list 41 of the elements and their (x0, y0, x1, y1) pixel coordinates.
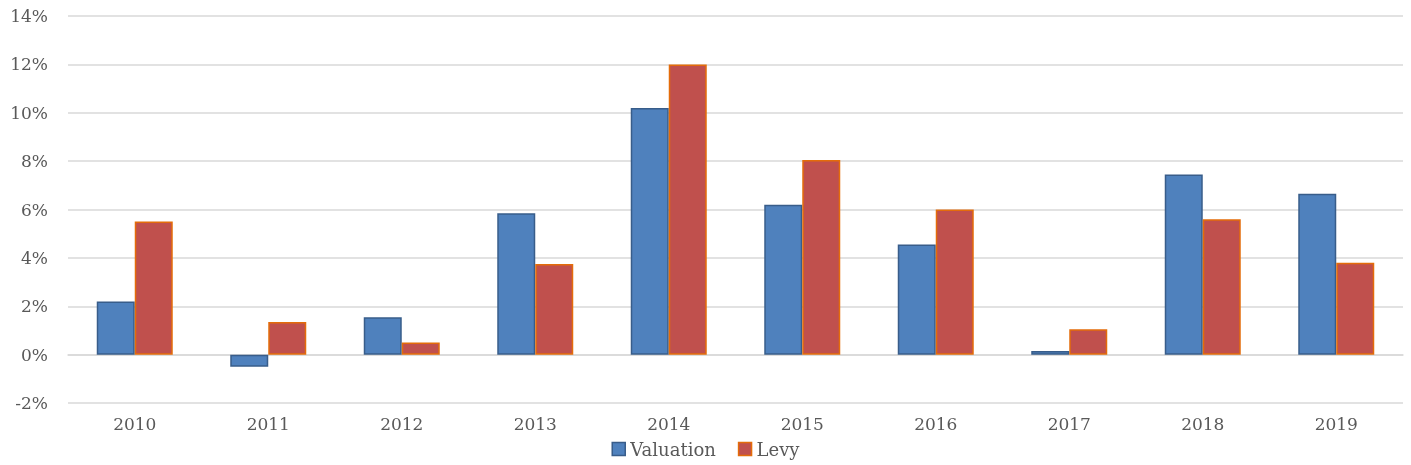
y-tick-label: -2% (15, 393, 48, 413)
bar (134, 221, 173, 355)
x-tick-label: 2014 (647, 413, 691, 434)
y-tick-label: 0% (21, 344, 48, 365)
bar (230, 354, 269, 367)
bar (401, 342, 440, 355)
bar (1069, 329, 1108, 355)
x-tick-label: 2018 (1181, 413, 1225, 434)
x-tick-label: 2019 (1314, 413, 1358, 434)
bar (96, 301, 135, 355)
y-tick-label: 6% (21, 199, 48, 220)
bar (935, 209, 974, 355)
bar (897, 244, 936, 355)
x-tick-label: 2015 (780, 413, 824, 434)
y-tick-label: 10% (10, 102, 48, 123)
x-tick-label: 2017 (1047, 413, 1091, 434)
bar (497, 213, 536, 355)
x-tick-label: 2013 (513, 413, 557, 434)
x-tick-label: 2010 (113, 413, 157, 434)
y-tick-label: 8% (21, 151, 48, 172)
y-tick-label: 12% (10, 54, 48, 75)
x-tick-label: 2011 (246, 413, 290, 434)
y-tick-label: 4% (21, 247, 48, 268)
y-tick-label: 2% (21, 296, 48, 317)
bar (802, 159, 841, 355)
bar (1298, 193, 1337, 355)
bar (1202, 219, 1241, 355)
legend-label: Levy (756, 438, 801, 460)
y-tick-label: 14% (10, 6, 48, 26)
bar (1336, 262, 1375, 355)
bar (764, 204, 803, 355)
bar (268, 321, 307, 355)
x-tick-label: 2016 (914, 413, 958, 434)
bar (1164, 174, 1203, 355)
bar (630, 107, 669, 355)
bar (363, 317, 402, 355)
bar (1031, 351, 1070, 355)
x-tick-label: 2012 (380, 413, 424, 434)
bar (668, 64, 707, 355)
bar (535, 263, 574, 355)
legend-label: Valuation (629, 438, 717, 460)
